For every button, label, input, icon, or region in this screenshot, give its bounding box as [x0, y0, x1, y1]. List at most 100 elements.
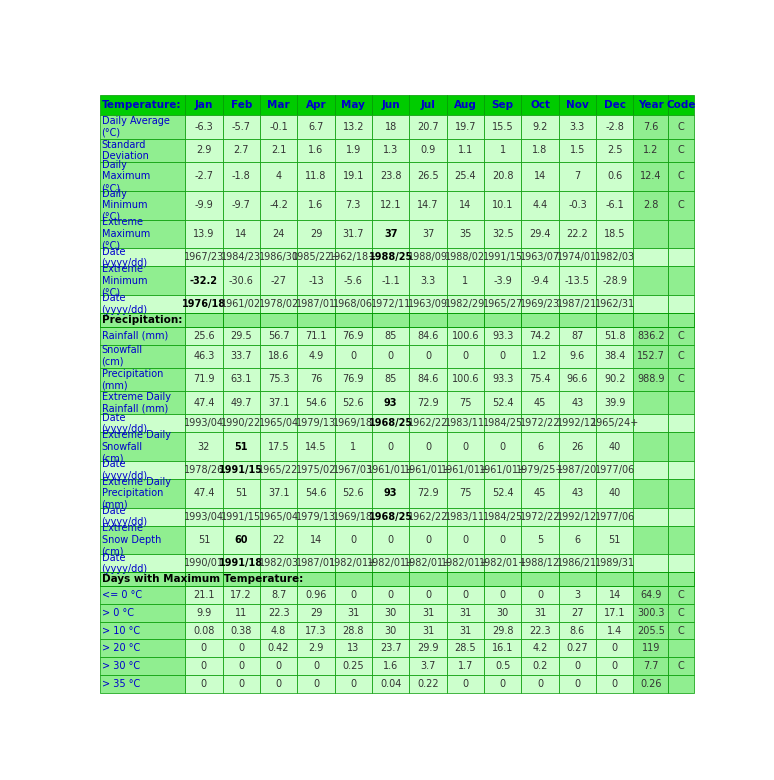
Text: 76.9: 76.9	[343, 331, 364, 341]
Text: 37.1: 37.1	[268, 488, 289, 498]
Text: -5.7: -5.7	[231, 122, 251, 132]
Text: 1: 1	[351, 441, 356, 452]
Bar	[297, 391, 334, 414]
Bar	[522, 479, 559, 508]
Text: 37: 37	[384, 229, 397, 239]
Text: 9.6: 9.6	[570, 351, 585, 361]
Bar	[447, 266, 484, 295]
Text: 1982/03: 1982/03	[594, 253, 635, 262]
Text: 1974/01: 1974/01	[557, 253, 598, 262]
Text: Extreme
Minimum
(°C): Extreme Minimum (°C)	[101, 264, 147, 297]
Text: 93: 93	[384, 488, 397, 498]
Bar	[260, 249, 297, 266]
Text: 0: 0	[351, 679, 356, 689]
Text: -9.7: -9.7	[231, 200, 251, 211]
Bar	[484, 249, 522, 266]
Bar	[185, 526, 223, 555]
Bar	[633, 191, 668, 220]
Bar	[409, 414, 447, 432]
Bar	[297, 139, 334, 162]
Bar	[372, 675, 409, 693]
Bar	[596, 368, 633, 391]
Bar	[185, 573, 223, 586]
Bar	[484, 640, 522, 658]
Bar	[185, 115, 223, 139]
Bar	[100, 573, 694, 586]
Bar	[522, 461, 559, 479]
Bar	[559, 675, 596, 693]
Text: 96.6: 96.6	[567, 374, 588, 385]
Text: 52.4: 52.4	[492, 398, 513, 408]
Text: -5.6: -5.6	[344, 275, 363, 285]
Text: 45: 45	[534, 488, 546, 498]
Bar	[185, 555, 223, 573]
Text: 0.08: 0.08	[194, 626, 214, 636]
Bar	[559, 266, 596, 295]
Bar	[633, 675, 668, 693]
Text: 17.2: 17.2	[231, 590, 252, 600]
Text: 1985/22+: 1985/22+	[292, 253, 340, 262]
Text: 22.3: 22.3	[268, 608, 289, 618]
Text: C: C	[677, 661, 684, 672]
Bar	[596, 220, 633, 249]
Bar	[522, 432, 559, 461]
Bar	[223, 675, 260, 693]
Text: 28.8: 28.8	[343, 626, 364, 636]
Bar	[596, 508, 633, 526]
Bar	[334, 191, 372, 220]
Text: -32.2: -32.2	[190, 275, 218, 285]
Bar	[223, 162, 260, 191]
Bar	[559, 573, 596, 586]
Bar	[668, 622, 694, 640]
Bar	[372, 622, 409, 640]
Text: 1988/25: 1988/25	[368, 253, 413, 262]
Bar	[334, 604, 372, 622]
Bar	[185, 368, 223, 391]
Bar	[409, 508, 447, 526]
Bar	[185, 162, 223, 191]
Bar	[447, 555, 484, 573]
Bar	[372, 573, 409, 586]
Text: 3: 3	[574, 590, 580, 600]
Text: 12.4: 12.4	[640, 172, 662, 182]
Bar	[372, 461, 409, 479]
Text: -3.9: -3.9	[493, 275, 512, 285]
Text: 1979/13: 1979/13	[296, 512, 336, 522]
Bar	[223, 95, 260, 115]
Text: 51: 51	[235, 488, 248, 498]
Bar	[633, 266, 668, 295]
Text: 31: 31	[422, 626, 434, 636]
Bar	[409, 368, 447, 391]
Bar	[668, 604, 694, 622]
Bar	[596, 432, 633, 461]
Text: 1977/06: 1977/06	[594, 465, 635, 475]
Bar	[522, 604, 559, 622]
Text: 28.5: 28.5	[454, 644, 476, 654]
Bar	[334, 391, 372, 414]
Bar	[668, 313, 694, 327]
Bar	[334, 95, 372, 115]
Bar	[559, 327, 596, 345]
Text: -1.1: -1.1	[382, 275, 400, 285]
Bar	[100, 115, 185, 139]
Bar	[372, 555, 409, 573]
Bar	[185, 658, 223, 675]
Text: 54.6: 54.6	[305, 398, 327, 408]
Text: Extreme Daily
Precipitation
(mm): Extreme Daily Precipitation (mm)	[101, 477, 170, 510]
Text: 0: 0	[462, 679, 468, 689]
Text: C: C	[677, 200, 684, 211]
Text: > 35 °C: > 35 °C	[101, 679, 140, 689]
Bar	[372, 191, 409, 220]
Text: 20.7: 20.7	[417, 122, 439, 132]
Bar	[334, 345, 372, 368]
Bar	[596, 622, 633, 640]
Bar	[223, 586, 260, 604]
Text: 1993/04: 1993/04	[184, 512, 224, 522]
Text: 30: 30	[497, 608, 509, 618]
Bar	[447, 461, 484, 479]
Text: 6.7: 6.7	[308, 122, 324, 132]
Bar	[297, 586, 334, 604]
Text: -1.8: -1.8	[232, 172, 251, 182]
Text: 38.4: 38.4	[604, 351, 625, 361]
Bar	[334, 327, 372, 345]
